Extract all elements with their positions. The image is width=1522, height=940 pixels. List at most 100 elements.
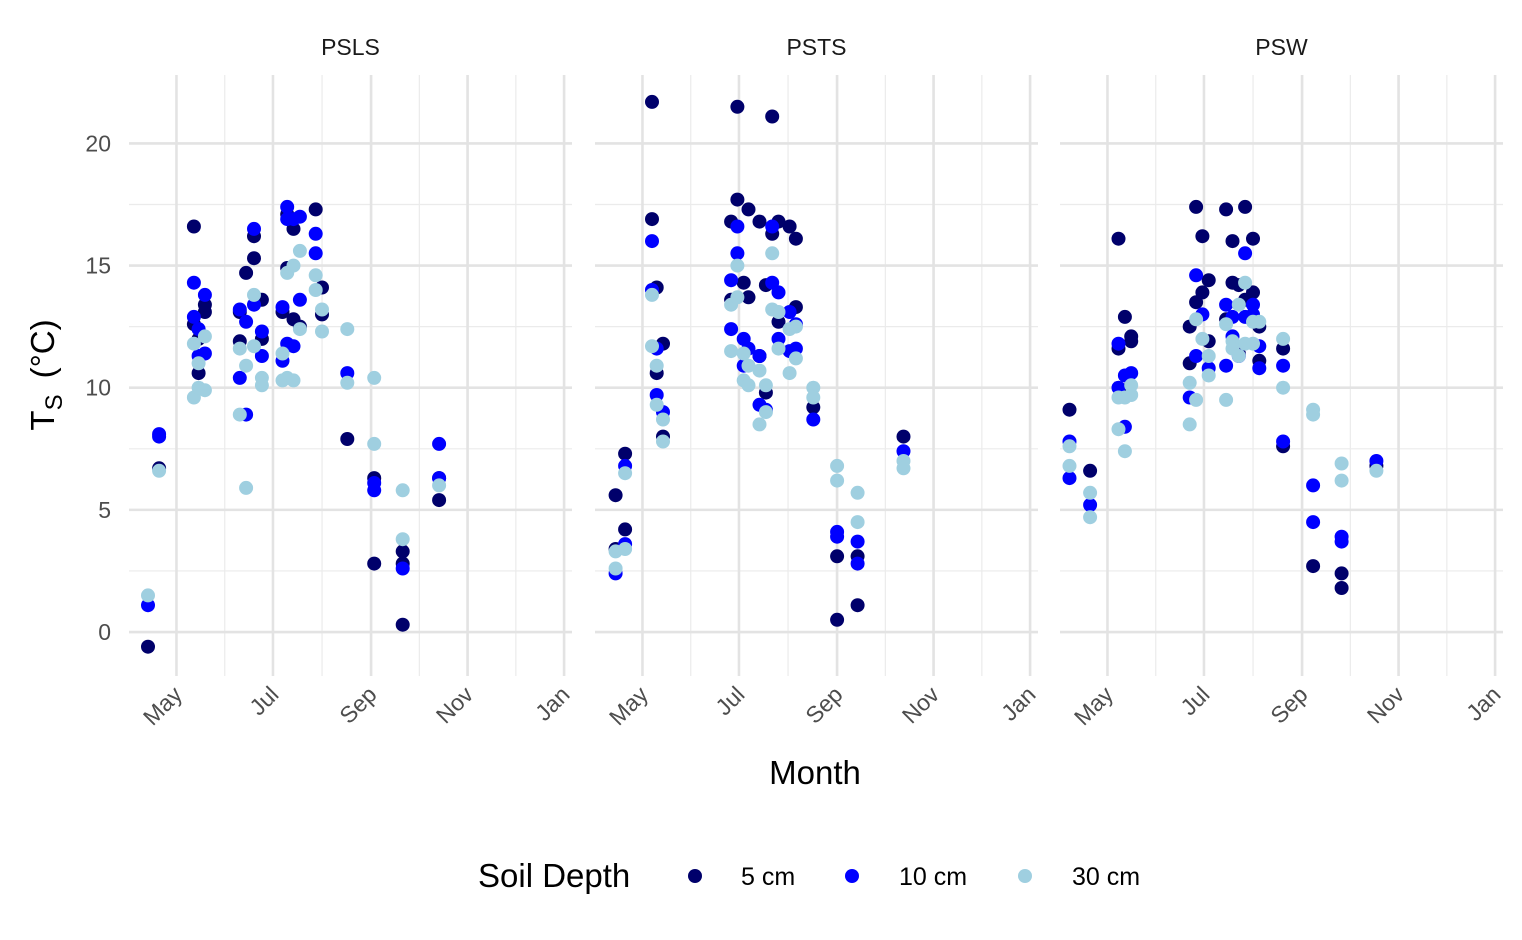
- data-point-30cm: [618, 542, 633, 556]
- data-point-5cm: [782, 219, 797, 234]
- data-point-30cm: [752, 417, 767, 432]
- data-point-5cm: [608, 488, 623, 503]
- panels-layer: PSLS May Jul Sep Nov Jan 0 5 10 15 20 PSTS May Jul Sep…: [85, 34, 1505, 730]
- data-point-5cm: [340, 432, 355, 446]
- x-tick-label: Jan: [1461, 681, 1506, 726]
- x-axis-title: Month: [769, 754, 861, 791]
- data-point-10cm: [1369, 454, 1384, 468]
- data-point-30cm: [232, 341, 247, 356]
- data-point-5cm: [752, 214, 767, 229]
- data-point-30cm: [232, 407, 247, 422]
- data-point-30cm: [830, 458, 845, 473]
- data-point-5cm: [618, 446, 633, 461]
- data-point-30cm: [649, 397, 664, 412]
- panel-psls: PSLS May Jul Sep Nov Jan 0 5 10 15 20: [85, 34, 574, 730]
- data-point-30cm: [656, 434, 670, 449]
- data-point-5cm: [830, 549, 845, 564]
- data-point-5cm: [771, 314, 786, 329]
- data-point-10cm: [239, 314, 254, 329]
- data-point-5cm: [1334, 581, 1349, 595]
- data-point-30cm: [1219, 317, 1234, 332]
- data-point-30cm: [850, 485, 865, 500]
- data-point-30cm: [308, 283, 323, 297]
- data-point-30cm: [152, 463, 167, 478]
- data-point-5cm: [736, 275, 751, 290]
- data-point-5cm: [618, 522, 633, 537]
- panel-psw-title: PSW: [1255, 34, 1308, 60]
- x-tick-label: Nov: [431, 681, 479, 729]
- data-point-5cm: [247, 251, 261, 266]
- data-point-10cm: [1306, 478, 1321, 493]
- data-point-30cm: [1276, 331, 1291, 346]
- y-axis-title: TS (°C): [24, 319, 68, 430]
- data-point-10cm: [1238, 246, 1253, 261]
- data-point-10cm: [292, 209, 307, 224]
- panel-psw-grid: [1060, 75, 1503, 676]
- y-tick-label: 15: [85, 253, 111, 279]
- data-point-5cm: [1246, 231, 1260, 246]
- data-point-10cm: [1124, 366, 1139, 381]
- data-point-30cm: [649, 358, 664, 373]
- data-point-10cm: [765, 219, 780, 234]
- data-point-10cm: [771, 285, 786, 300]
- data-point-30cm: [771, 305, 786, 319]
- data-point-10cm: [292, 292, 307, 307]
- x-tick-label: Jan: [996, 681, 1041, 726]
- series-psts-30cm: [608, 246, 911, 576]
- data-point-10cm: [395, 561, 410, 576]
- data-point-10cm: [286, 339, 301, 354]
- panel-psls-title: PSLS: [321, 34, 380, 60]
- data-point-30cm: [395, 483, 410, 498]
- data-point-5cm: [1117, 309, 1132, 324]
- data-point-30cm: [191, 356, 206, 371]
- data-point-30cm: [645, 339, 659, 354]
- data-point-10cm: [806, 412, 821, 427]
- data-point-5cm: [197, 297, 212, 312]
- data-point-10cm: [232, 302, 247, 317]
- data-point-5cm: [141, 639, 155, 654]
- data-point-5cm: [367, 556, 382, 571]
- data-point-10cm: [1276, 434, 1291, 449]
- data-point-30cm: [1124, 378, 1139, 393]
- x-tick-label: Sep: [1265, 681, 1312, 728]
- data-point-5cm: [1201, 273, 1216, 288]
- data-point-30cm: [239, 358, 254, 373]
- series-psts-10cm: [608, 219, 911, 581]
- x-tick-label: Jul: [710, 681, 749, 720]
- data-point-30cm: [1252, 314, 1267, 329]
- legend-item-30cm: 30 cm: [1018, 863, 1140, 891]
- data-point-30cm: [1182, 417, 1197, 432]
- data-point-30cm: [788, 351, 803, 366]
- data-point-30cm: [724, 344, 739, 359]
- data-point-30cm: [1306, 407, 1321, 422]
- x-tick-label: Nov: [1362, 681, 1410, 729]
- data-point-5cm: [788, 231, 803, 246]
- legend-title: Soil Depth: [478, 857, 630, 894]
- data-point-5cm: [730, 192, 745, 207]
- data-point-5cm: [1189, 199, 1204, 214]
- legend-label-10cm: 10 cm: [899, 863, 967, 891]
- data-point-30cm: [1238, 275, 1253, 290]
- x-tick-label: Nov: [897, 681, 945, 729]
- data-point-30cm: [782, 366, 797, 381]
- y-tick-label: 10: [85, 375, 111, 401]
- data-point-5cm: [730, 99, 745, 114]
- x-tick-label: Sep: [800, 681, 847, 728]
- x-tick-label: Jul: [1175, 681, 1214, 720]
- data-point-5cm: [395, 544, 410, 559]
- panel-psts-grid: [595, 75, 1038, 676]
- data-point-30cm: [292, 322, 307, 337]
- y-axis-title-text: TS (°C): [24, 319, 68, 430]
- data-point-30cm: [765, 246, 780, 261]
- data-point-10cm: [308, 226, 323, 241]
- y-axis-title-unit: (°C): [24, 319, 61, 378]
- data-point-30cm: [618, 466, 633, 481]
- panel-psw: PSW May Jul Sep Nov Jan: [1060, 34, 1506, 730]
- data-point-30cm: [1219, 392, 1234, 407]
- data-point-30cm: [1231, 297, 1246, 312]
- data-point-5cm: [1111, 231, 1126, 246]
- data-point-5cm: [850, 598, 865, 613]
- data-point-30cm: [1276, 380, 1291, 395]
- x-tick-label: May: [1069, 681, 1118, 730]
